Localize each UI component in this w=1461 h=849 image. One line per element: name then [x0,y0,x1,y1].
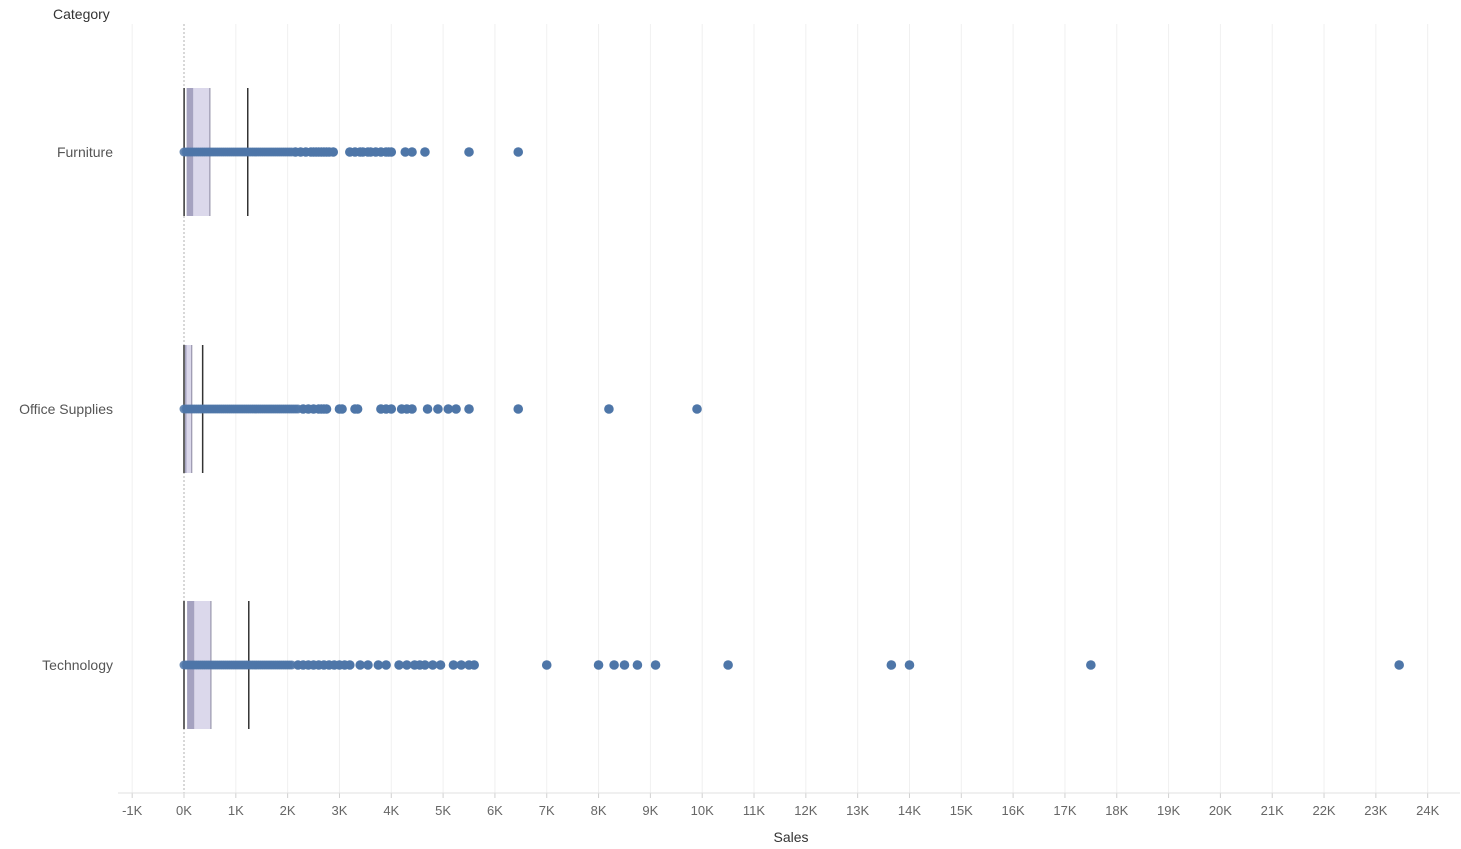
data-point [381,660,391,670]
row-header-label: Category [53,6,110,22]
data-point [609,660,619,670]
data-point [464,147,474,157]
x-tick-label: 7K [539,803,555,818]
data-point [402,660,412,670]
data-point [400,147,411,157]
data-point [451,404,461,414]
x-tick-label: 2K [280,803,296,818]
data-point [513,404,524,414]
data-point [433,404,443,414]
data-point [443,404,454,414]
data-point [469,660,479,670]
data-point [464,404,474,414]
x-tick-label: 17K [1053,803,1076,818]
data-point [420,660,430,670]
data-point [407,404,417,414]
data-point [407,147,417,157]
x-tick-label: 13K [846,803,869,818]
x-tick-label: 19K [1157,803,1180,818]
data-point [1086,660,1096,670]
x-tick-label: 11K [743,803,765,818]
data-point [541,660,552,670]
data-point [513,147,524,157]
data-point [448,660,459,670]
x-tick-label: 0K [176,803,192,818]
data-point [904,660,915,670]
data-point [420,147,430,157]
data-point [373,660,384,670]
x-axis-title: Sales [773,829,808,845]
x-tick-label: 20K [1209,803,1232,818]
x-tick-label: 9K [642,803,658,818]
category-label: Furniture [57,144,113,160]
x-tick-label: 16K [1002,803,1025,818]
x-tick-label: 1K [228,803,244,818]
x-tick-label: 18K [1105,803,1128,818]
data-point [386,404,397,414]
x-tick-label: 22K [1312,803,1335,818]
data-point [1394,660,1404,670]
x-tick-label: 5K [435,803,451,818]
x-tick-label: 12K [794,803,817,818]
data-point [886,660,897,670]
data-point [422,404,433,414]
x-tick-label: 10K [691,803,714,818]
x-tick-label: 24K [1416,803,1439,818]
x-tick-label: 6K [487,803,503,818]
data-point [394,660,404,670]
x-tick-label: 8K [591,803,607,818]
x-tick-label: 23K [1364,803,1387,818]
category-label: Office Supplies [19,401,113,417]
data-point [345,660,355,670]
data-point [723,660,733,670]
data-point [363,660,373,670]
x-tick-label: 15K [950,803,973,818]
data-point [619,660,630,670]
x-tick-label: 3K [332,803,348,818]
data-point [435,660,446,670]
data-points [179,147,1404,670]
data-point [692,404,702,414]
x-tick-label: 14K [898,803,921,818]
data-point [604,404,614,414]
category-label: Technology [42,657,113,673]
data-point [593,660,604,670]
data-point [386,147,397,157]
data-point [427,660,438,670]
x-tick-label: -1K [122,803,143,818]
data-point [321,404,332,414]
data-point [328,147,339,157]
data-point [337,404,347,414]
x-tick-label: 4K [383,803,399,818]
data-point [355,660,365,670]
data-point [456,660,467,670]
data-point [352,404,363,414]
category-labels: Furniture Office Supplies Technology [19,144,113,673]
data-point [632,660,643,670]
x-tick-label: 21K [1261,803,1284,818]
data-point [650,660,661,670]
x-axis: -1K 0K 1K 2K 3K 4K 5K 6K 7K 8K 9K 10K 11K 12K 13K 14K 15… [118,792,1460,818]
